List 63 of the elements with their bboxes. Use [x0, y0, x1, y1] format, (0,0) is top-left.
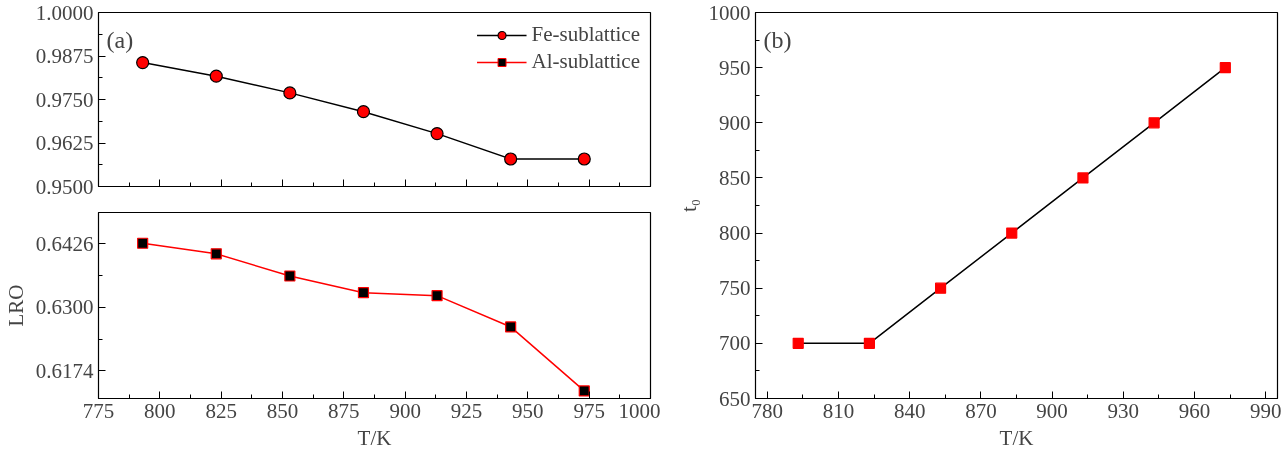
point	[1006, 227, 1018, 239]
point	[284, 270, 296, 282]
point	[577, 152, 591, 166]
x-axis-title: T/K	[999, 425, 1034, 450]
y-tick-label: 0.6174	[35, 358, 94, 383]
legend-label: Al-sublattice	[531, 49, 640, 74]
point	[863, 337, 875, 349]
point	[1077, 172, 1089, 184]
point	[209, 69, 223, 83]
y-tick-label: 800	[719, 221, 751, 246]
x-tick-label: 800	[144, 398, 176, 423]
point	[430, 127, 444, 141]
x-tick-label: 900	[1036, 398, 1068, 423]
point	[283, 86, 297, 100]
y-tick-label: 1000	[708, 0, 751, 25]
y-axis-title: LRO	[3, 284, 28, 327]
y-tick-label: 700	[719, 331, 751, 356]
y-tick-label: 0.6300	[35, 295, 94, 320]
x-tick-label: 990	[1249, 398, 1282, 423]
x-tick-label: 825	[205, 398, 237, 423]
point	[792, 337, 804, 349]
y-tick-label: 0.9875	[35, 44, 94, 68]
x-tick-label: 960	[1178, 398, 1211, 423]
point	[356, 105, 371, 119]
x-tick-label: 810	[822, 398, 855, 423]
point	[136, 56, 150, 70]
point	[1148, 117, 1160, 129]
x-tick-label: 875	[328, 398, 360, 423]
y-tick-label: 750	[719, 276, 751, 301]
point	[578, 385, 590, 397]
point	[934, 282, 947, 294]
annotation: (b)	[763, 26, 792, 53]
y-tick-label: 0.9625	[35, 131, 94, 155]
annotation: (a)	[106, 26, 134, 53]
x-tick-label: 775	[82, 398, 115, 423]
point	[1219, 62, 1231, 74]
y-tick-label: 650	[719, 386, 751, 411]
x-tick-label: 1000	[618, 398, 661, 423]
x-tick-label: 975	[573, 398, 605, 423]
point	[431, 290, 443, 302]
y-tick-label: 950	[719, 55, 751, 80]
x-tick-label: 900	[389, 398, 421, 423]
y-tick-label: 0.6426	[35, 231, 94, 256]
x-tick-label: 870	[965, 398, 997, 423]
y-tick-label: 0.9500	[35, 174, 94, 199]
y-tick-label: 0.9750	[35, 87, 94, 112]
x-tick-label: 950	[512, 398, 544, 423]
x-axis-title: T/K	[357, 425, 392, 450]
y-tick-label: 1.0000	[35, 0, 94, 25]
y-tick-label: 900	[719, 110, 751, 135]
x-tick-label: 850	[266, 398, 299, 423]
legend-label: Fe-sublattice	[531, 22, 640, 47]
x-tick-label: 840	[893, 398, 926, 423]
point	[505, 321, 517, 333]
x-tick-label: 925	[450, 398, 483, 423]
point	[504, 152, 518, 166]
y-tick-label: 850	[719, 165, 751, 190]
x-tick-label: 780	[751, 398, 784, 423]
y-axis-title: t₀	[676, 198, 701, 213]
point	[210, 248, 222, 260]
point	[357, 287, 370, 299]
x-tick-label: 930	[1107, 398, 1140, 423]
point	[137, 237, 149, 249]
